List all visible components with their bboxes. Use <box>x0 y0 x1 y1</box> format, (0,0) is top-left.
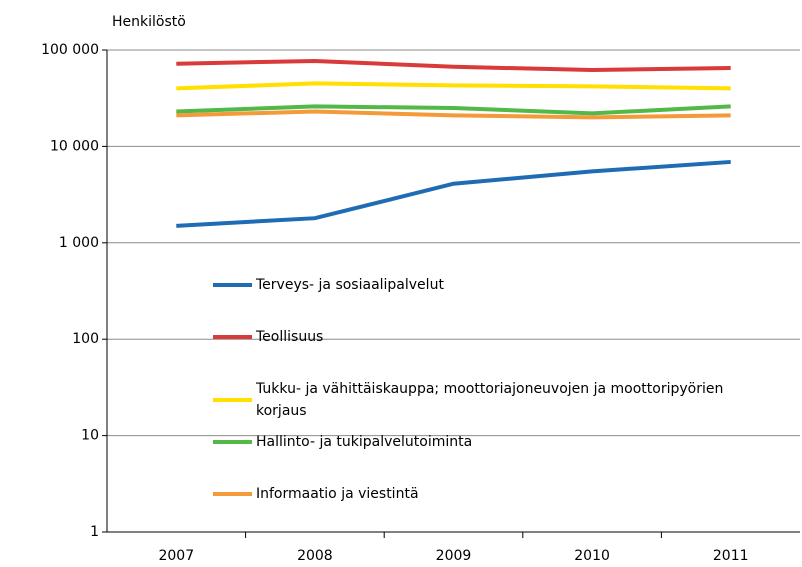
legend-label: Teollisuus <box>256 329 324 345</box>
series-line <box>176 104 731 116</box>
series-line <box>176 58 731 73</box>
series-line <box>176 81 731 91</box>
x-tick-label: 2007 <box>158 548 194 564</box>
y-axis-label: Henkilöstö <box>112 14 186 30</box>
x-tick-label: 2010 <box>574 548 610 564</box>
legend-label: Hallinto- ja tukipalvelutoiminta <box>256 434 473 450</box>
y-tick-label: 100 000 <box>41 42 99 58</box>
y-tick-label: 10 <box>81 428 99 444</box>
legend-label: Terveys- ja sosiaalipalvelut <box>256 277 444 293</box>
x-tick-label: 2009 <box>436 548 472 564</box>
legend-label: Tukku- ja vähittäiskauppa; moottoriajone… <box>256 381 724 419</box>
legend-label: Informaatio ja viestintä <box>256 486 419 502</box>
y-tick-label: 1 <box>90 524 99 540</box>
y-tick-label: 10 000 <box>50 138 99 154</box>
series-line <box>176 159 731 228</box>
y-tick-label: 100 <box>72 331 99 347</box>
x-tick-label: 2011 <box>713 548 749 564</box>
x-tick-label: 2008 <box>297 548 333 564</box>
series-line <box>176 109 731 120</box>
y-tick-label: 1 000 <box>59 235 99 251</box>
